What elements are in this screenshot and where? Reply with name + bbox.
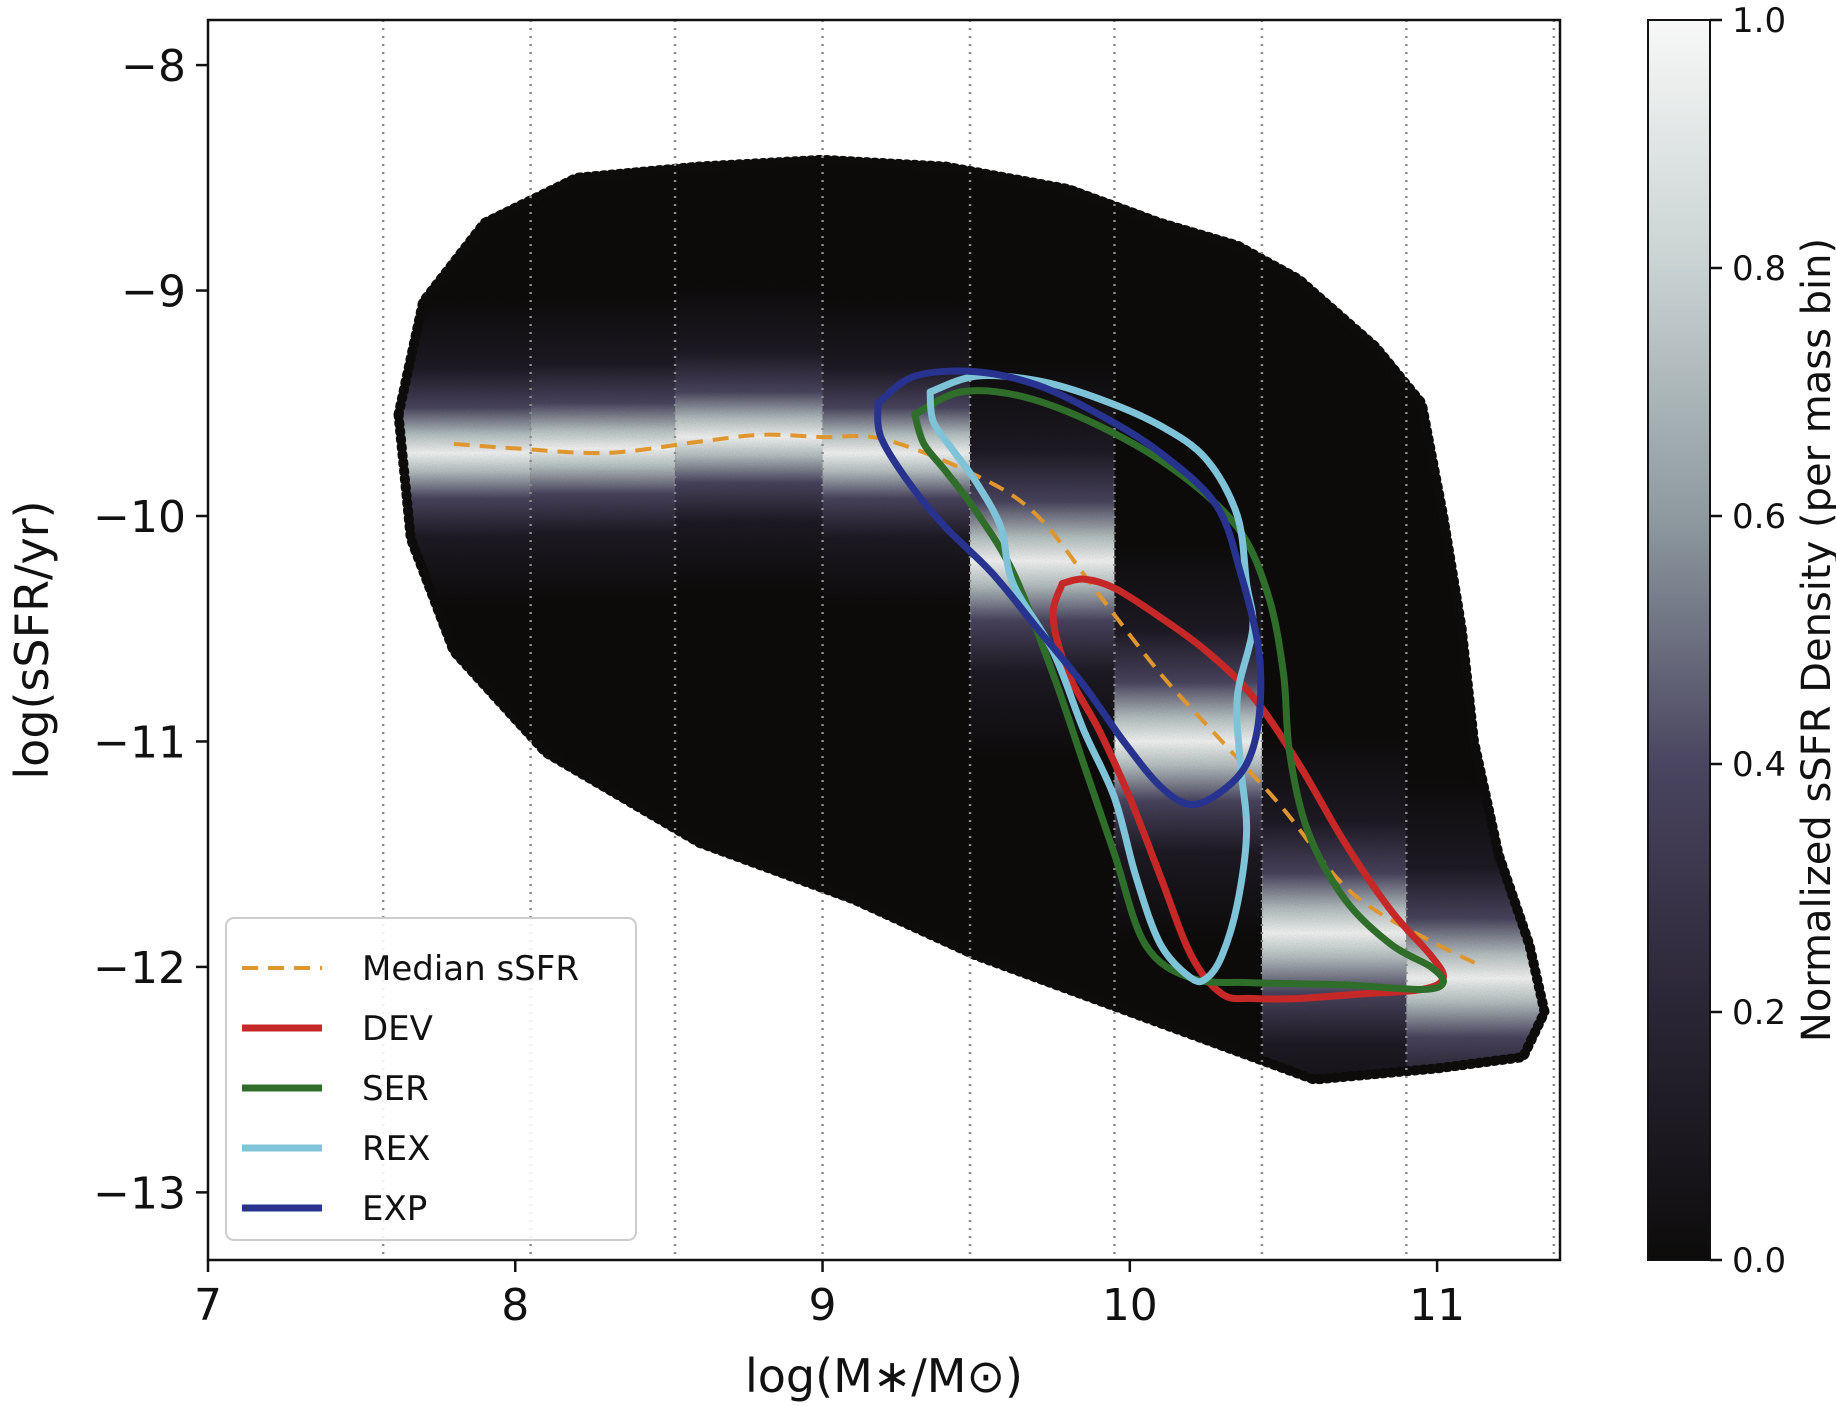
x-tick-label: 9 [809,1280,837,1331]
legend-label-exp: EXP [362,1189,427,1229]
series-lines [453,367,1485,1003]
colorbar-tick-label: 0.6 [1732,497,1786,537]
y-tick-label: −11 [93,717,186,768]
x-tick-label: 8 [501,1280,529,1331]
legend-box [225,917,637,1241]
colorbar-tick-label: 0.2 [1732,993,1786,1033]
x-axis-label: log(M∗/M⊙) [745,1349,1023,1403]
x-tick-label: 10 [1102,1280,1158,1331]
median-ssfr-line [453,432,1485,969]
plot-frame [206,18,1562,1262]
colorbar: 0.0 0.2 0.4 0.6 0.8 1.0 Normalized sSFR Densi… [1647,1,1836,1281]
legend-label-rex: REX [362,1129,430,1169]
colorbar-tick-label: 0.8 [1732,249,1786,289]
legend: Median sSFR DEV SER REX EXP [225,917,637,1241]
y-axis-label: log(sSFR/yr) [5,500,59,779]
legend-label-dev: DEV [362,1009,433,1049]
y-tick-label: −10 [93,492,186,543]
y-tick-label: −13 [93,1168,186,1219]
x-tick-label: 11 [1409,1280,1465,1331]
legend-label-median-ssfr: Median sSFR [362,949,579,989]
x-tick-label: 7 [194,1280,222,1331]
y-tick-label: −8 [121,41,186,92]
axis-ticks: 7 8 9 10 11 −8 −9 −10 −11 −12 −13 [93,41,1465,1331]
colorbar-tick-label: 0.4 [1732,745,1786,785]
exp-line [874,367,1265,809]
colorbar-gradient [1647,19,1711,1261]
cloud-edge-dots [393,154,1550,1085]
y-tick-label: −12 [93,943,186,994]
legend-label-ser: SER [362,1069,429,1109]
colorbar-tick-label: 1.0 [1732,1,1786,41]
y-tick-label: −9 [121,267,186,318]
colorbar-tick-label: 0.0 [1732,1241,1786,1281]
rex-line [926,372,1257,986]
colorbar-label: Normalized sSFR Density (per mass bin) [1794,238,1836,1042]
